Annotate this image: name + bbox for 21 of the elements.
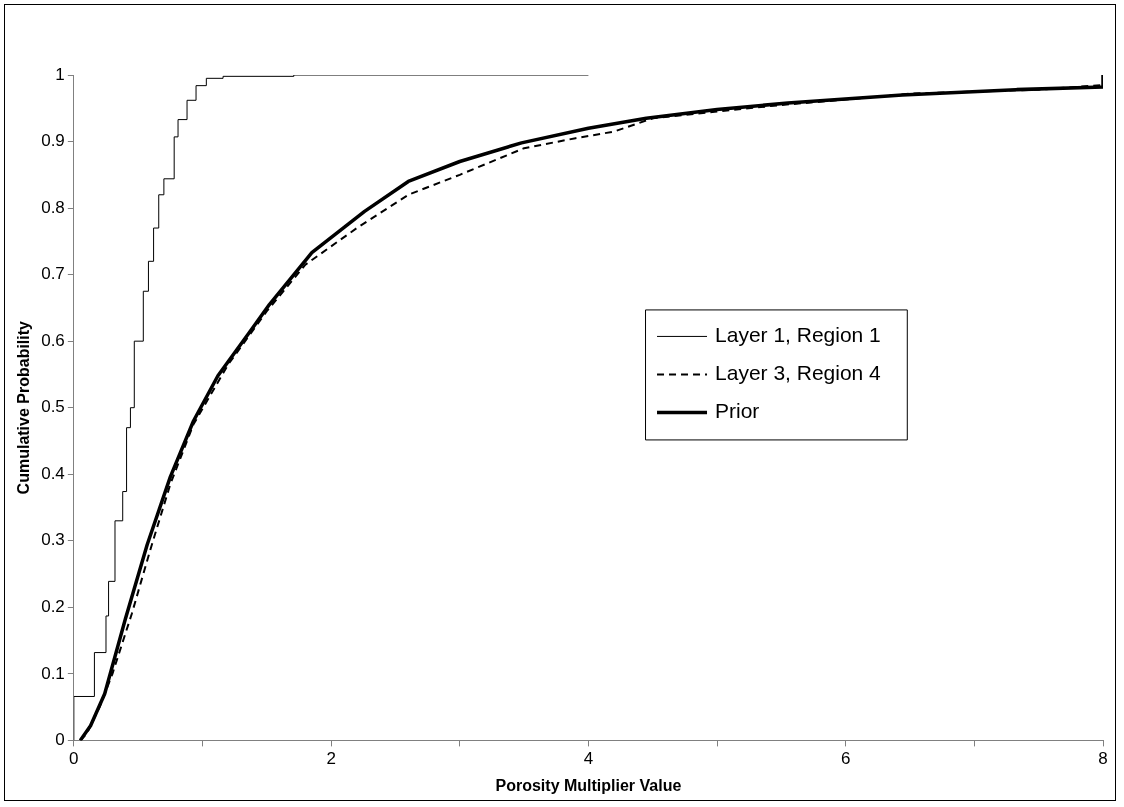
y-tick-label: 0.2	[41, 597, 65, 617]
y-tick-label: 0.6	[41, 330, 65, 350]
y-tick-label: 0.1	[41, 663, 65, 683]
y-tick-label: 1	[55, 64, 65, 84]
x-tick-label: 4	[583, 749, 594, 769]
y-tick-label: 0.8	[41, 197, 65, 217]
x-tick-label: 8	[1098, 749, 1108, 769]
y-tick-label: 0.4	[41, 463, 65, 483]
y-tick-label: 0.5	[41, 397, 65, 417]
legend-label: Layer 1, Region 1	[715, 323, 881, 347]
y-tick-label: 0.3	[41, 530, 65, 550]
y-tick-label: 0	[55, 730, 65, 750]
x-tick-label: 2	[326, 749, 336, 769]
x-tick-label: 6	[840, 749, 851, 769]
y-tick-label: 0.7	[41, 264, 65, 284]
y-axis-title: Cumulative Probability	[15, 320, 33, 495]
y-tick-label: 0.9	[41, 131, 65, 151]
legend-label: Layer 3, Region 4	[715, 361, 882, 385]
x-axis-title: Porosity Multiplier Value	[495, 776, 682, 794]
x-tick-label: 0	[69, 749, 79, 769]
legend-label: Prior	[715, 399, 760, 423]
